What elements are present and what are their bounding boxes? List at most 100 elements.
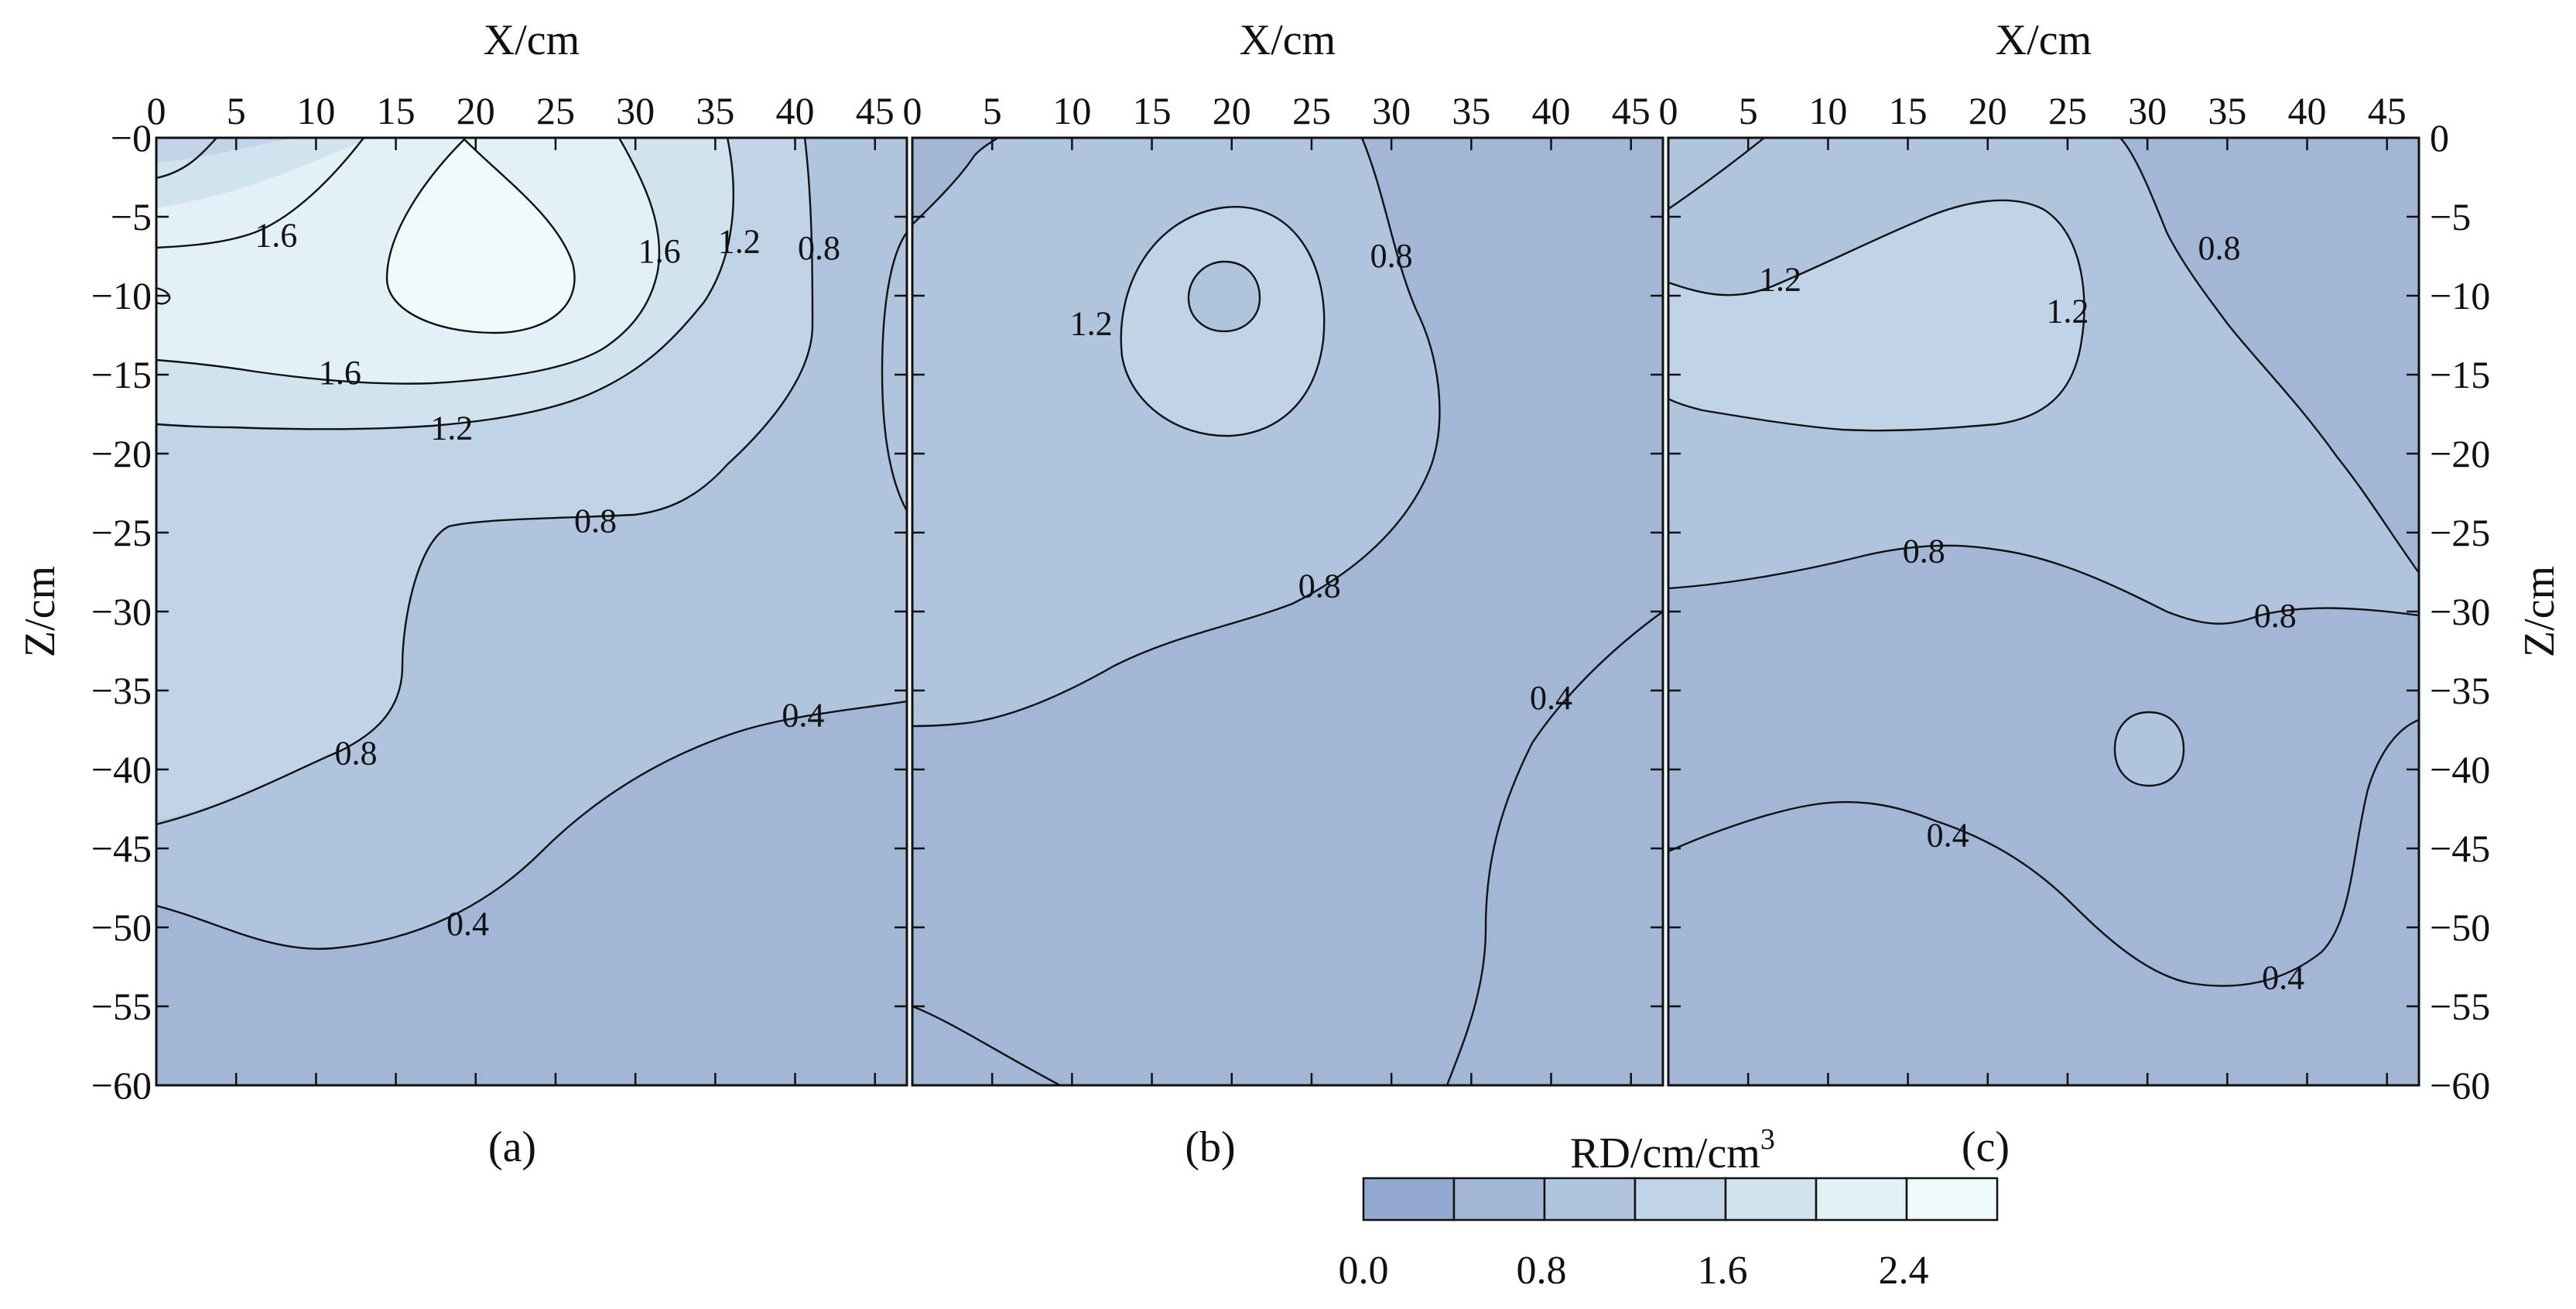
- contour-label: 1.2: [718, 223, 761, 261]
- y-tick-label: −5: [111, 195, 152, 238]
- y-tick-label: −5: [2430, 195, 2471, 238]
- y-tick-label: −35: [2430, 669, 2490, 712]
- contour-label: 1.6: [319, 354, 361, 392]
- region-a-2-4-2-8: [387, 139, 575, 333]
- contour-label: 0.8: [1903, 532, 1945, 570]
- x-tick-label: 25: [2048, 89, 2087, 132]
- colorbar-swatch: [1543, 1177, 1637, 1222]
- x-axis-title: X/cm: [1996, 16, 2092, 64]
- x-tick-label: 0: [1659, 89, 1678, 132]
- x-tick-label: 10: [1808, 89, 1847, 132]
- region-b-0-8-1-2-outer: [1447, 612, 1663, 1085]
- y-tick-label: −20: [2430, 432, 2490, 475]
- x-axis-title: X/cm: [1240, 16, 1336, 64]
- x-tick-label: 15: [1133, 89, 1172, 132]
- panel-b-fills: [912, 138, 1663, 1085]
- colorbar-title: RD/cm/cm3: [1570, 1123, 1775, 1177]
- axis-titles: X/cm Z/cm (a) X/cm (b) X/cm Z/cm (c): [16, 16, 2564, 1171]
- panel-b-contour-lines: [912, 138, 1663, 1085]
- x-tick-label: 30: [1372, 89, 1411, 132]
- colorbar-tick-label: 0.8: [1517, 1249, 1567, 1293]
- y-tick-label: −25: [91, 511, 152, 554]
- x-tick-label: 40: [2288, 89, 2327, 132]
- x-tick-label: 35: [1452, 89, 1490, 132]
- y-tick-label: −45: [91, 827, 152, 870]
- contour-label: 1.2: [430, 409, 473, 447]
- y-tick-label: −40: [91, 748, 152, 791]
- y-tick-label: −55: [91, 985, 152, 1028]
- panel-c: [1668, 138, 2419, 1085]
- contour-label: 1.2: [1759, 261, 1801, 299]
- contour-label: 0.8: [798, 229, 840, 267]
- x-tick-label: 10: [1052, 89, 1091, 132]
- y-axis-title: Z/cm: [16, 566, 64, 657]
- y-tick-label: −25: [2430, 511, 2490, 554]
- contour-label: 0.8: [1370, 237, 1413, 275]
- x-tick-label: 20: [1213, 89, 1251, 132]
- panel-label-b: (b): [1185, 1123, 1235, 1171]
- contour-label: 1.6: [255, 216, 297, 254]
- x-tick-label: 5: [227, 89, 246, 132]
- y-tick-label: −15: [91, 353, 152, 396]
- x-tick-label: 20: [1969, 89, 2007, 132]
- x-tick-label: 45: [1612, 89, 1651, 132]
- contour-label: 0.4: [1530, 679, 1572, 717]
- y-tick-label: −35: [91, 669, 152, 712]
- colorbar-tick-label: 2.4: [1879, 1249, 1929, 1293]
- x-tick-label: 30: [2128, 89, 2167, 132]
- region-c-inner-dot: [2115, 712, 2184, 786]
- panel-label-c: (c): [1962, 1123, 2010, 1171]
- colorbar-swatch: [1362, 1177, 1456, 1222]
- panel-a-contour-lines: [156, 138, 907, 950]
- y-tick-label: −45: [2430, 827, 2490, 870]
- x-tick-label: 15: [1889, 89, 1928, 132]
- region-b-1-6-2-0: [1189, 262, 1260, 331]
- colorbar-swatch: [1452, 1177, 1546, 1222]
- y-axis-title: Z/cm: [2516, 566, 2564, 657]
- x-tick-label: 40: [776, 89, 815, 132]
- contour-label: 0.8: [2254, 597, 2297, 635]
- x-tick-label: 25: [536, 89, 575, 132]
- y-tick-label: −20: [91, 432, 152, 475]
- colorbar-swatch: [1815, 1177, 1908, 1222]
- panel-a: [156, 138, 907, 1085]
- contour-label: 0.4: [782, 697, 824, 735]
- colorbar: RD/cm/cm3 0.0 0.8 1.6 2.4: [1339, 1123, 1999, 1293]
- x-tick-label: 20: [457, 89, 495, 132]
- contour-label: 1.6: [638, 232, 681, 270]
- y-tick-label: 0: [2430, 116, 2449, 159]
- colorbar-swatch: [1724, 1177, 1818, 1222]
- x-tick-label: 45: [2368, 89, 2407, 132]
- region-c-lower-dark: [1668, 720, 2419, 1085]
- contour-label: 0.4: [446, 905, 489, 943]
- contour-label: 0.4: [2262, 958, 2304, 996]
- x-tick-label: 5: [983, 89, 1002, 132]
- panel-c-fills: [1668, 138, 2419, 1085]
- x-tick-label: 10: [296, 89, 335, 132]
- x-tick-label: 15: [377, 89, 416, 132]
- colorbar-tick-label: 1.6: [1698, 1249, 1748, 1293]
- x-tick-label: 0: [903, 89, 922, 132]
- y-tick-label: −30: [2430, 590, 2490, 633]
- y-tick-label: −55: [2430, 985, 2490, 1028]
- contour-label: 0.8: [1298, 567, 1341, 605]
- region-c-1-2-1-6: [1668, 200, 2085, 431]
- contour-labels: 1.6 1.6 1.2 1.6 1.2 0.8 0.8 0.8 0.4 0.4 1.2 0.8 0.8 0…: [255, 216, 2304, 996]
- colorbar-swatch: [1905, 1177, 1999, 1222]
- x-tick-label: 40: [1532, 89, 1571, 132]
- panel-label-a: (a): [488, 1123, 536, 1171]
- panel-c-contour-lines: [1668, 138, 2419, 987]
- x-tick-label: 35: [696, 89, 734, 132]
- panel-b: [912, 138, 1663, 1085]
- contour-label: 0.4: [1927, 817, 1969, 855]
- contour-label: 0.8: [2198, 229, 2241, 267]
- axis-ticks: 0 5 10 15 20 25 30 35 40 45 −0 −5 −10 −15 −20 −25 −30 −35…: [91, 89, 2490, 1107]
- y-tick-label: −10: [2430, 274, 2490, 317]
- x-tick-label: 5: [1739, 89, 1758, 132]
- x-tick-label: 25: [1292, 89, 1331, 132]
- colorbar-swatch: [1634, 1177, 1727, 1222]
- colorbar-title-superscript: 3: [1760, 1123, 1775, 1156]
- y-tick-label: −60: [91, 1064, 152, 1107]
- y-tick-label: −0: [111, 116, 152, 159]
